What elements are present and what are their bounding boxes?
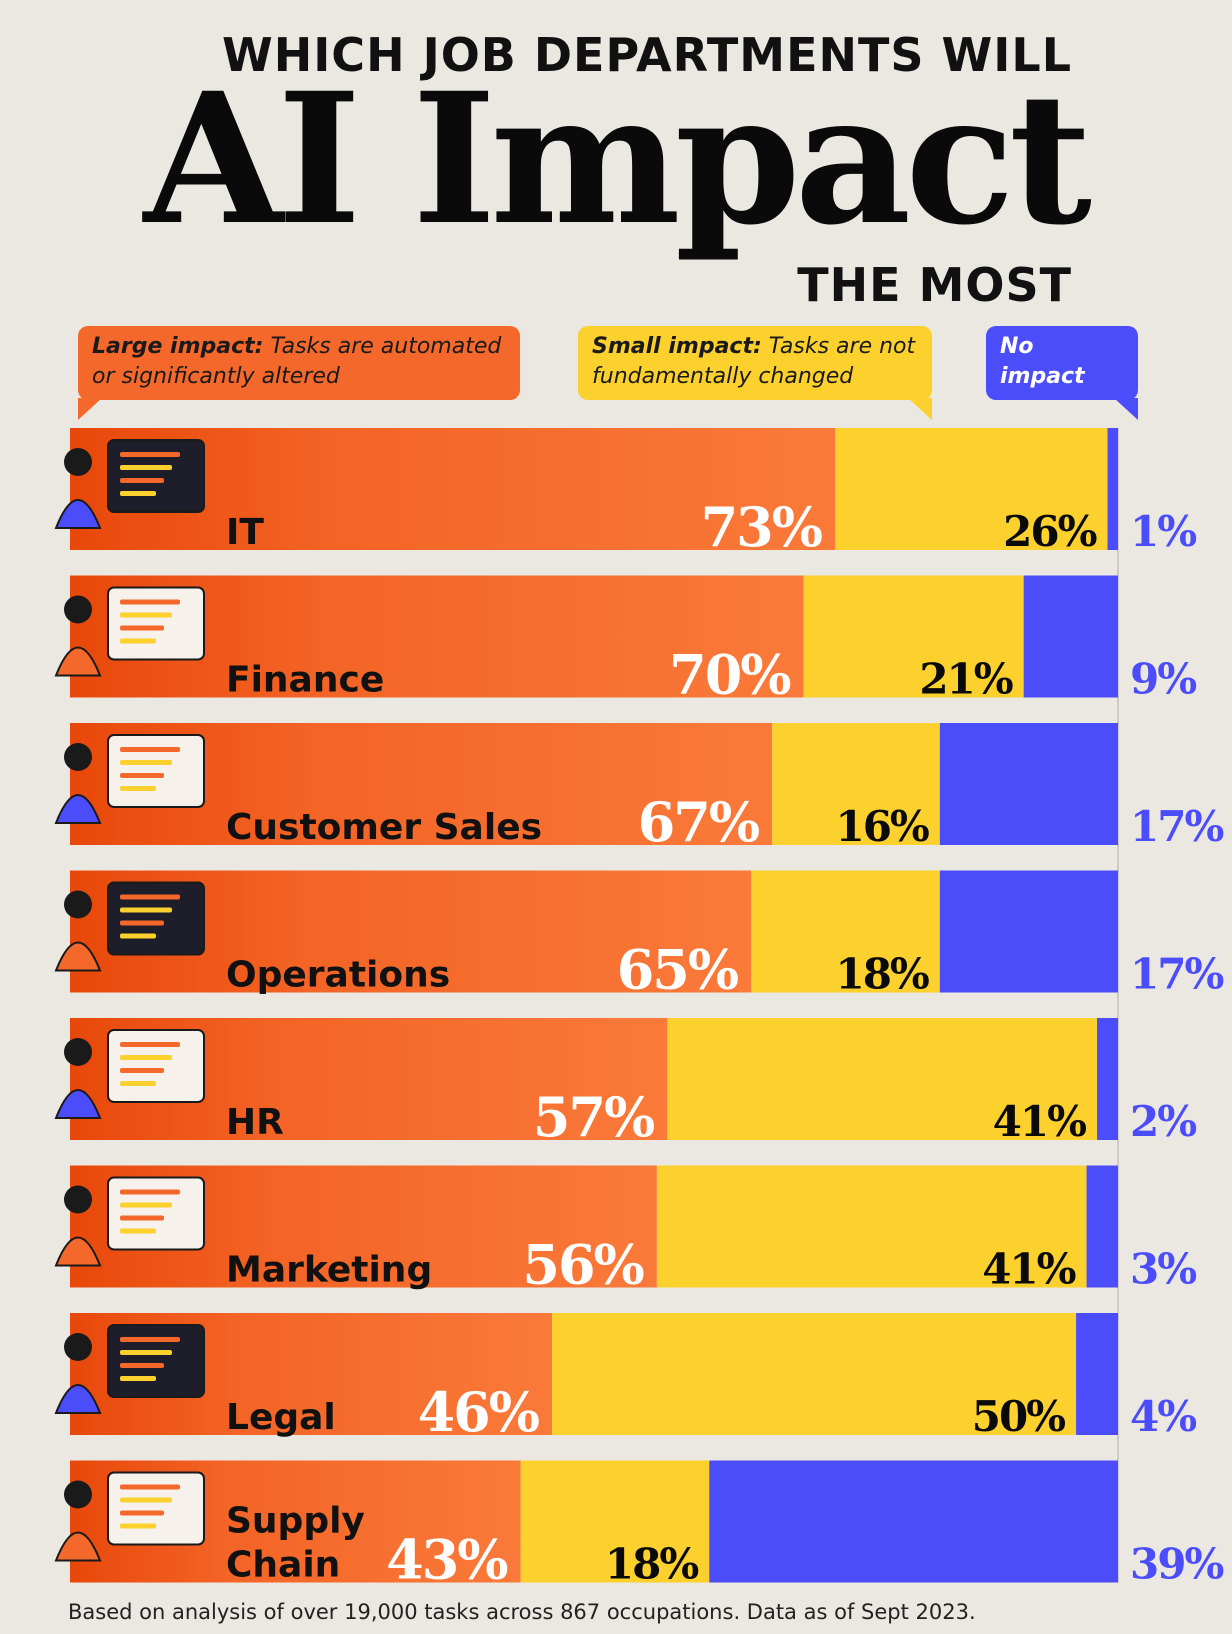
- value-none-7: 39%: [1130, 1540, 1223, 1589]
- legend-small-bold: Small impact:: [592, 334, 762, 359]
- category-label-0: IT: [226, 512, 264, 553]
- value-none-4: 2%: [1130, 1097, 1196, 1146]
- finance-calculator-icon: [54, 586, 205, 677]
- bar-none-3: [939, 870, 1118, 993]
- bar-small-4: [667, 1018, 1098, 1140]
- legend-small-text: Tasks are not fundamentally changed: [592, 334, 916, 389]
- category-label-7: Supply Chain: [226, 1501, 365, 1586]
- value-small-0: 26%: [1003, 507, 1096, 556]
- title-line-3: THE MOST: [797, 258, 1072, 312]
- bar-small-5: [656, 1165, 1087, 1288]
- category-label-5: Marketing: [226, 1250, 432, 1291]
- value-none-2: 17%: [1130, 802, 1223, 851]
- sales-box-icon: [54, 734, 205, 824]
- value-small-1: 21%: [919, 655, 1012, 704]
- bar-none-2: [939, 723, 1118, 845]
- operations-calendar-icon: [54, 881, 205, 972]
- value-large-2: 67%: [638, 790, 759, 854]
- value-none-0: 1%: [1130, 507, 1196, 556]
- value-small-7: 18%: [605, 1540, 698, 1589]
- legend-small-tail: [908, 398, 932, 420]
- category-label-2: Customer Sales: [226, 807, 542, 848]
- legend-small-impact: Small impact: Tasks are not fundamentall…: [578, 326, 932, 400]
- hr-video-call-icon: [54, 1029, 205, 1119]
- legend-no-impact: No impact: [986, 326, 1138, 400]
- icons-group: [54, 439, 205, 1562]
- value-none-5: 3%: [1130, 1245, 1196, 1294]
- legend-large-bold: Large impact:: [92, 334, 264, 359]
- bar-none-1: [1023, 575, 1118, 698]
- value-large-0: 73%: [701, 495, 822, 559]
- page-title: AI Impact: [143, 54, 1092, 265]
- labels-group: IT 73% 26% 1% Finance 70% 21% 9% Customer Sales 6…: [226, 495, 1225, 1592]
- category-label-3: Operations: [226, 955, 450, 996]
- footnote: Based on analysis of over 19,000 tasks a…: [68, 1600, 976, 1624]
- bar-none-0: [1107, 428, 1118, 550]
- value-small-4: 41%: [993, 1097, 1086, 1146]
- value-large-4: 57%: [533, 1085, 654, 1149]
- value-large-5: 56%: [522, 1233, 643, 1297]
- legend-large-tail: [78, 398, 102, 420]
- legend-tails: [78, 398, 1138, 420]
- value-none-3: 17%: [1130, 950, 1223, 999]
- bar-small-2: [772, 723, 940, 845]
- bar-none-5: [1086, 1165, 1118, 1288]
- developer-icon: [54, 439, 205, 529]
- bar-small-1: [803, 575, 1024, 698]
- value-small-2: 16%: [835, 802, 928, 851]
- bar-small-0: [835, 428, 1108, 550]
- marketing-screen-icon: [54, 1176, 205, 1267]
- supply-chain-map-icon: [54, 1471, 205, 1562]
- value-large-6: 46%: [418, 1380, 539, 1444]
- bar-none-4: [1097, 1018, 1118, 1140]
- value-large-7: 43%: [386, 1528, 507, 1592]
- value-small-5: 41%: [982, 1245, 1075, 1294]
- value-large-3: 65%: [617, 938, 738, 1002]
- legend-none-bold: No impact: [1000, 334, 1085, 389]
- category-label-6: Legal: [226, 1397, 336, 1438]
- title-line-1: WHICH JOB DEPARTMENTS WILL: [221, 28, 1072, 82]
- value-none-6: 4%: [1130, 1392, 1196, 1441]
- value-large-1: 70%: [669, 643, 790, 707]
- category-label-1: Finance: [226, 660, 384, 701]
- legend-none-tail: [1114, 398, 1138, 420]
- bar-none-6: [1076, 1313, 1118, 1435]
- bar-small-3: [751, 870, 940, 993]
- category-label-4: HR: [226, 1102, 284, 1143]
- bar-small-7: [520, 1460, 710, 1583]
- bar-none-7: [709, 1460, 1118, 1583]
- value-small-3: 18%: [835, 950, 928, 999]
- value-small-6: 50%: [972, 1392, 1065, 1441]
- legal-scale-icon: [54, 1324, 205, 1414]
- legend-large-impact: Large impact: Tasks are automated or sig…: [78, 326, 520, 400]
- legend-large-text: Tasks are automated or significantly alt…: [92, 334, 502, 389]
- value-none-1: 9%: [1130, 655, 1196, 704]
- bar-small-6: [552, 1313, 1077, 1435]
